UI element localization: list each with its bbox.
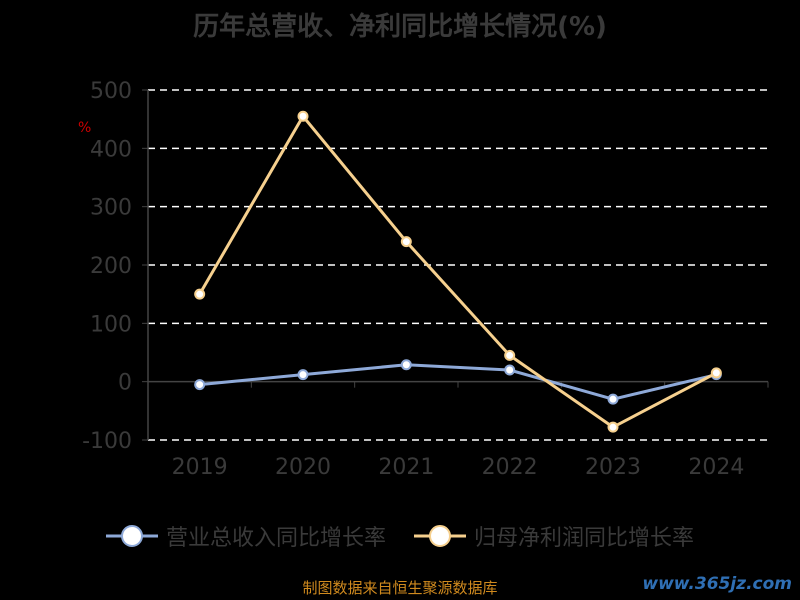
profit-point-2019 (194, 288, 206, 300)
series-line-profit (198, 113, 718, 429)
x-tick-label-2022: 2022 (482, 455, 538, 480)
x-tick-label-2023: 2023 (585, 455, 641, 480)
y-tick-label--100: -100 (82, 429, 132, 454)
y-tick-label-500: 500 (90, 79, 132, 104)
legend-marker-profit (414, 525, 466, 547)
data-source-note: 制图数据来自恒生聚源数据库 (302, 579, 498, 597)
revenue-point-2020 (297, 369, 309, 381)
profit-point-2021 (400, 236, 412, 248)
x-tick-label-2020: 2020 (275, 455, 331, 480)
revenue-point-2019 (194, 379, 206, 391)
revenue-point-2021 (400, 359, 412, 371)
revenue-point-2023 (607, 393, 619, 405)
y-tick-label-0: 0 (118, 371, 132, 396)
y-tick-label-200: 200 (90, 254, 132, 279)
grid-lines (148, 89, 768, 441)
legend-item-profit[interactable]: 归母净利润同比增长率 (414, 520, 694, 552)
series-line-revenue (199, 363, 717, 401)
y-unit-label: % (78, 120, 92, 136)
chart-title: 历年总营收、净利同比增长情况(%) (193, 12, 607, 42)
watermark: www.365jz.com (642, 574, 792, 594)
legend: 营业总收入同比增长率 归母净利润同比增长率 (0, 520, 800, 552)
legend-label-profit: 归母净利润同比增长率 (474, 526, 695, 551)
y-tick-label-400: 400 (90, 137, 132, 162)
x-tick-label-2021: 2021 (378, 455, 434, 480)
y-tick-label-300: 300 (90, 196, 132, 221)
y-tick-label-100: 100 (90, 312, 132, 337)
x-tick-label-2019: 2019 (172, 455, 228, 480)
profit-point-2024 (710, 367, 722, 379)
profit-point-2023 (607, 421, 619, 433)
legend-marker-revenue (105, 525, 158, 547)
legend-item-revenue[interactable]: 营业总收入同比增长率 (105, 520, 386, 552)
profit-point-2020 (297, 110, 309, 122)
x-tick-label-2024: 2024 (688, 455, 744, 480)
axes: -100 0 100 200 300 400 500 2019 2020 2021 2022 2023… (82, 79, 769, 480)
legend-label-revenue: 营业总收入同比增长率 (165, 526, 386, 551)
profit-point-2022 (504, 349, 516, 361)
series-layer (194, 110, 722, 433)
revenue-point-2022 (504, 364, 516, 376)
